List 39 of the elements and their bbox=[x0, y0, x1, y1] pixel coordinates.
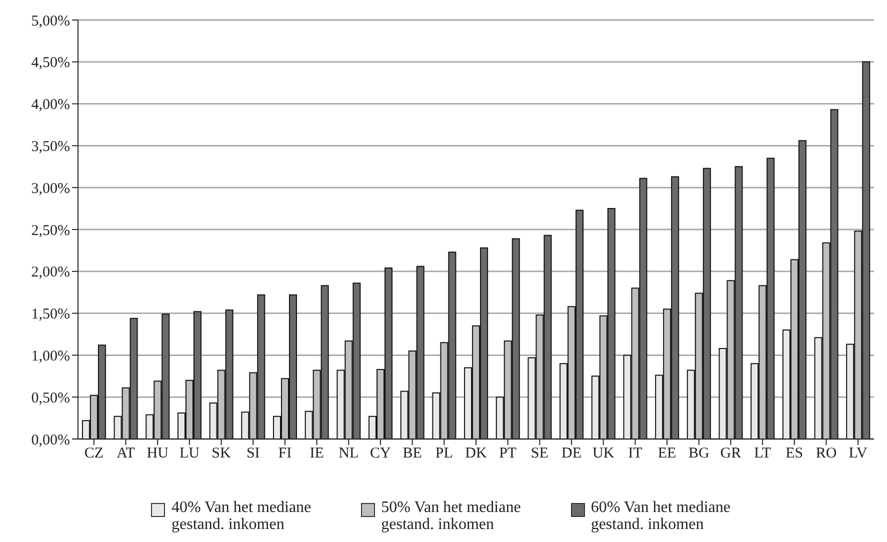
x-tick-label: PL bbox=[435, 446, 453, 462]
y-tick-label: 2,50% bbox=[31, 222, 70, 239]
x-tick-label: RO bbox=[816, 446, 837, 462]
x-tick-label: ES bbox=[786, 446, 804, 462]
y-tick-label: 1,00% bbox=[31, 348, 70, 365]
x-tick-label: IT bbox=[628, 446, 642, 462]
y-tick-label: 0,00% bbox=[31, 432, 70, 448]
y-tick-label: 2,00% bbox=[31, 264, 70, 281]
legend-label: 60% Van het mediane gestand. inkomen bbox=[590, 499, 730, 533]
y-tick-label: 3,50% bbox=[31, 139, 70, 156]
x-tick-label: IE bbox=[310, 446, 324, 462]
x-tick-label: BE bbox=[402, 446, 422, 462]
x-tick-label: LV bbox=[848, 446, 868, 462]
x-tick-label: PT bbox=[499, 446, 517, 462]
y-tick-label: 5,00% bbox=[31, 13, 70, 30]
x-tick-label: FI bbox=[278, 446, 292, 462]
x-tick-label: DE bbox=[562, 446, 582, 462]
x-tick-label: HU bbox=[146, 446, 169, 462]
x-tick-label: SI bbox=[246, 446, 260, 462]
x-tick-label: EE bbox=[658, 446, 676, 462]
x-tick-label: SE bbox=[530, 446, 548, 462]
y-tick-label: 4,00% bbox=[31, 97, 70, 114]
x-tick-label: SK bbox=[212, 446, 232, 462]
x-tick-label: CZ bbox=[84, 446, 104, 462]
y-tick-label: 3,00% bbox=[31, 180, 70, 197]
y-tick-label: 4,50% bbox=[31, 55, 70, 72]
x-tick-label: DK bbox=[465, 446, 487, 462]
x-tick-label: GR bbox=[720, 446, 742, 462]
x-tick-label: LU bbox=[179, 446, 200, 462]
y-tick-label: 1,50% bbox=[31, 306, 70, 323]
x-tick-label: UK bbox=[592, 446, 614, 462]
x-tick-label: AT bbox=[116, 446, 135, 462]
x-tick-label: BG bbox=[688, 446, 710, 462]
legend-label: 40% Van het mediane gestand. inkomen bbox=[171, 499, 312, 533]
legend-label: 50% Van het mediane gestand. inkomen bbox=[381, 499, 521, 533]
x-tick-label: LT bbox=[754, 446, 772, 462]
x-tick-label: CY bbox=[370, 446, 392, 462]
x-tick-label: NL bbox=[338, 446, 359, 462]
y-tick-label: 0,50% bbox=[31, 390, 70, 406]
